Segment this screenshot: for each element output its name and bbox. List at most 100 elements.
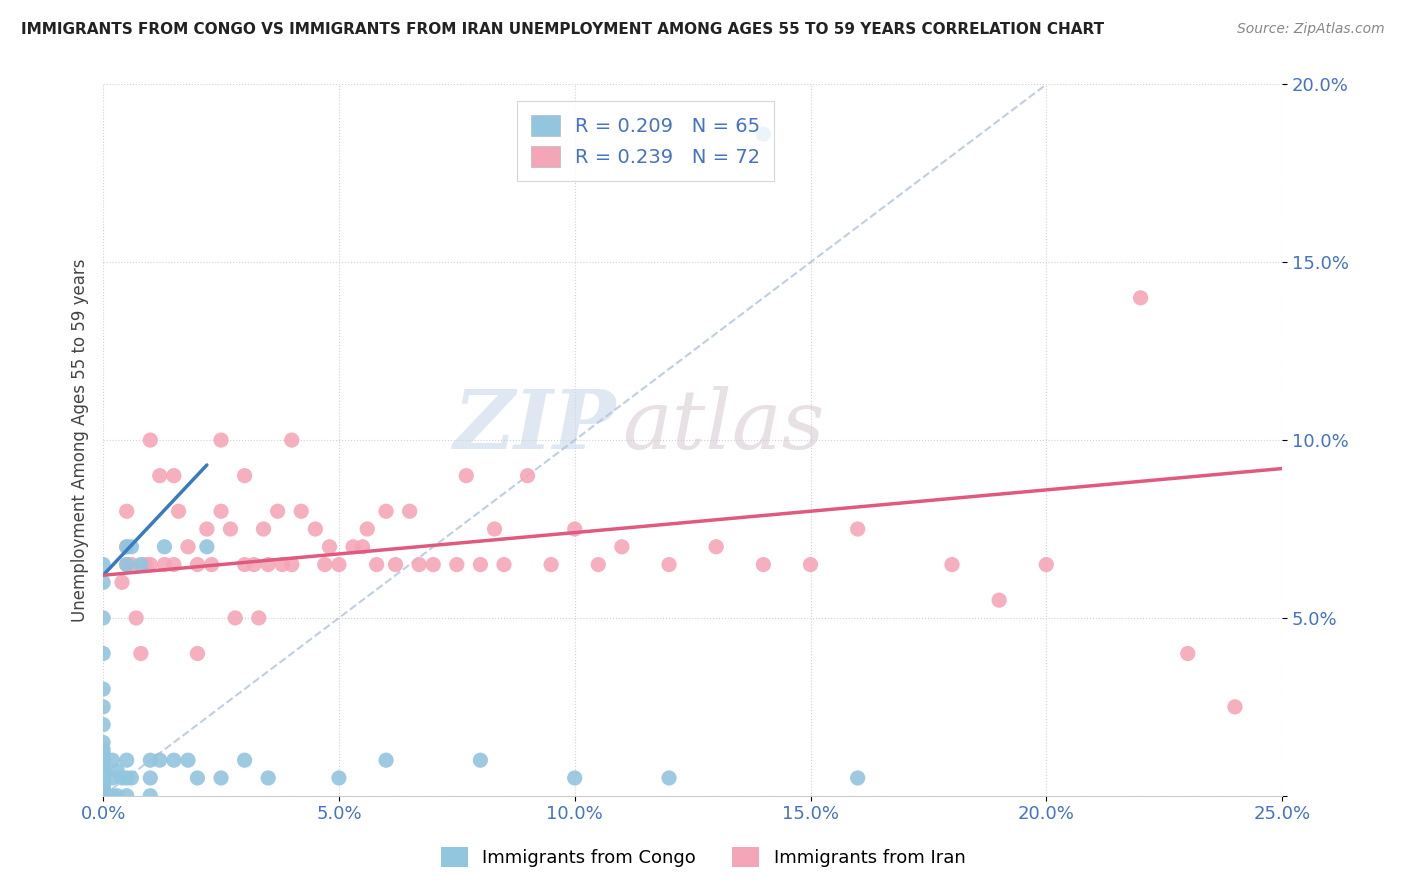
Point <box>484 522 506 536</box>
Point <box>91 771 114 785</box>
Point <box>564 522 586 536</box>
Point <box>91 778 114 792</box>
Point <box>139 771 162 785</box>
Point <box>91 785 114 799</box>
Point <box>91 558 114 572</box>
Point <box>281 433 304 447</box>
Point <box>91 767 114 781</box>
Text: Source: ZipAtlas.com: Source: ZipAtlas.com <box>1237 22 1385 37</box>
Point <box>129 558 152 572</box>
Point <box>540 558 562 572</box>
Point <box>247 611 270 625</box>
Point <box>186 647 208 661</box>
Point <box>209 771 232 785</box>
Point <box>446 558 468 572</box>
Point <box>209 433 232 447</box>
Point <box>91 774 114 789</box>
Point <box>209 504 232 518</box>
Point <box>799 558 821 572</box>
Point <box>328 558 350 572</box>
Point <box>195 540 218 554</box>
Point <box>91 647 114 661</box>
Legend: Immigrants from Congo, Immigrants from Iran: Immigrants from Congo, Immigrants from I… <box>433 839 973 874</box>
Point <box>233 468 256 483</box>
Point <box>252 522 274 536</box>
Point <box>91 781 114 796</box>
Point <box>1035 558 1057 572</box>
Point <box>91 760 114 774</box>
Point <box>375 753 398 767</box>
Point <box>91 789 114 803</box>
Point <box>91 771 114 785</box>
Point <box>290 504 312 518</box>
Y-axis label: Unemployment Among Ages 55 to 59 years: Unemployment Among Ages 55 to 59 years <box>72 259 89 622</box>
Point <box>846 771 869 785</box>
Point <box>704 540 727 554</box>
Point <box>91 767 114 781</box>
Point <box>257 771 280 785</box>
Point <box>366 558 388 572</box>
Point <box>149 753 172 767</box>
Point <box>408 558 430 572</box>
Point <box>846 522 869 536</box>
Point <box>115 558 138 572</box>
Point <box>101 753 124 767</box>
Point <box>941 558 963 572</box>
Point <box>257 558 280 572</box>
Point <box>658 558 681 572</box>
Point <box>139 789 162 803</box>
Point <box>125 611 148 625</box>
Point <box>120 540 142 554</box>
Point <box>105 789 128 803</box>
Point <box>115 540 138 554</box>
Point <box>91 789 114 803</box>
Point <box>271 558 294 572</box>
Point <box>492 558 515 572</box>
Point <box>163 558 186 572</box>
Point <box>139 753 162 767</box>
Point <box>342 540 364 554</box>
Point <box>266 504 288 518</box>
Point <box>375 504 398 518</box>
Point <box>101 771 124 785</box>
Point <box>149 468 172 483</box>
Point <box>91 789 114 803</box>
Text: ZIP: ZIP <box>453 386 616 466</box>
Point <box>91 764 114 778</box>
Point <box>195 522 218 536</box>
Point <box>115 789 138 803</box>
Point <box>1223 699 1246 714</box>
Point <box>129 647 152 661</box>
Point <box>115 558 138 572</box>
Point <box>752 558 775 572</box>
Point <box>610 540 633 554</box>
Point <box>91 735 114 749</box>
Point <box>658 771 681 785</box>
Point <box>91 611 114 625</box>
Point <box>139 558 162 572</box>
Point <box>422 558 444 572</box>
Point <box>111 575 134 590</box>
Point <box>186 771 208 785</box>
Point <box>91 789 114 803</box>
Point <box>91 785 114 799</box>
Point <box>91 778 114 792</box>
Point <box>153 558 176 572</box>
Point <box>314 558 336 572</box>
Point <box>139 433 162 447</box>
Point <box>328 771 350 785</box>
Point <box>233 558 256 572</box>
Point <box>219 522 242 536</box>
Point <box>91 785 114 799</box>
Point <box>91 781 114 796</box>
Point <box>470 558 492 572</box>
Point <box>91 753 114 767</box>
Point <box>177 540 200 554</box>
Point <box>105 764 128 778</box>
Point <box>101 789 124 803</box>
Point <box>564 771 586 785</box>
Point <box>115 753 138 767</box>
Point <box>1129 291 1152 305</box>
Point <box>243 558 266 572</box>
Point <box>91 746 114 760</box>
